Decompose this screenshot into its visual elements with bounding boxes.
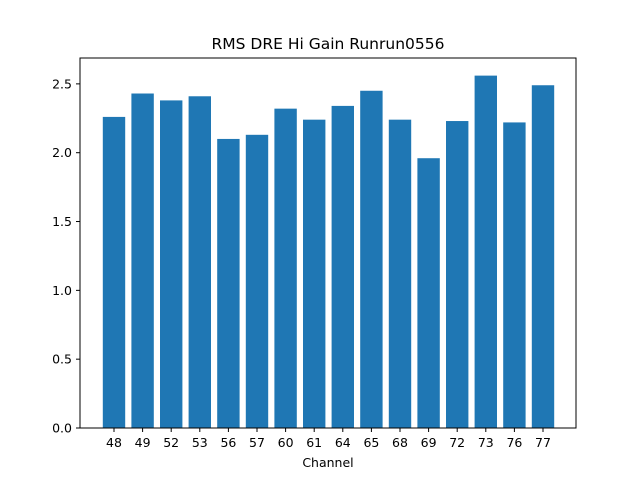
bar-48 [102,116,126,428]
x-tick-label-65: 65 [363,435,379,450]
bar-73 [474,75,497,429]
x-tick-label-61: 61 [306,435,322,450]
bar-68 [388,119,412,429]
bar-77 [531,85,555,428]
bar-52 [160,100,183,429]
x-tick-label-72: 72 [449,435,465,450]
x-tick-label-60: 60 [278,435,294,450]
y-tick-label-1: 0.5 [52,352,72,367]
x-axis: 48 49 52 53 56 57 60 61 64 65 68 69 72 73 76 77 [106,428,551,450]
x-tick-label-56: 56 [220,435,236,450]
x-tick-label-64: 64 [335,435,351,450]
x-tick-label-76: 76 [506,435,522,450]
bar-61 [303,119,326,429]
y-tick-label-5: 2.5 [52,76,72,91]
bar-76 [503,122,526,429]
x-tick-label-57: 57 [249,435,265,450]
bar-64 [331,105,354,429]
x-tick-label-68: 68 [392,435,408,450]
bar-60 [274,108,297,429]
y-tick-label-3: 1.5 [52,214,72,229]
x-tick-label-73: 73 [478,435,494,450]
x-tick-label-48: 48 [106,435,122,450]
y-tick-label-4: 2.0 [52,145,72,160]
bar-65 [360,90,383,428]
x-axis-label: Channel [302,455,353,470]
y-axis: 0.0 0.5 1.0 1.5 2.0 2.5 [52,76,80,436]
chart-title: RMS DRE Hi Gain Runrun0556 [212,35,445,53]
bar-69 [417,158,440,428]
plot-frame [79,57,577,429]
bar-72 [446,121,469,428]
bar-56 [217,138,240,428]
bars [102,75,555,429]
y-tick-label-2: 1.0 [52,283,72,298]
x-tick-label-77: 77 [535,435,551,450]
x-tick-label-53: 53 [192,435,208,450]
x-tick-label-52: 52 [163,435,179,450]
y-tick-label-0: 0.0 [52,421,72,436]
bar-53 [188,96,211,429]
x-tick-label-49: 49 [135,435,151,450]
x-tick-label-69: 69 [421,435,437,450]
bar-49 [131,93,154,428]
bar-57 [245,134,269,428]
